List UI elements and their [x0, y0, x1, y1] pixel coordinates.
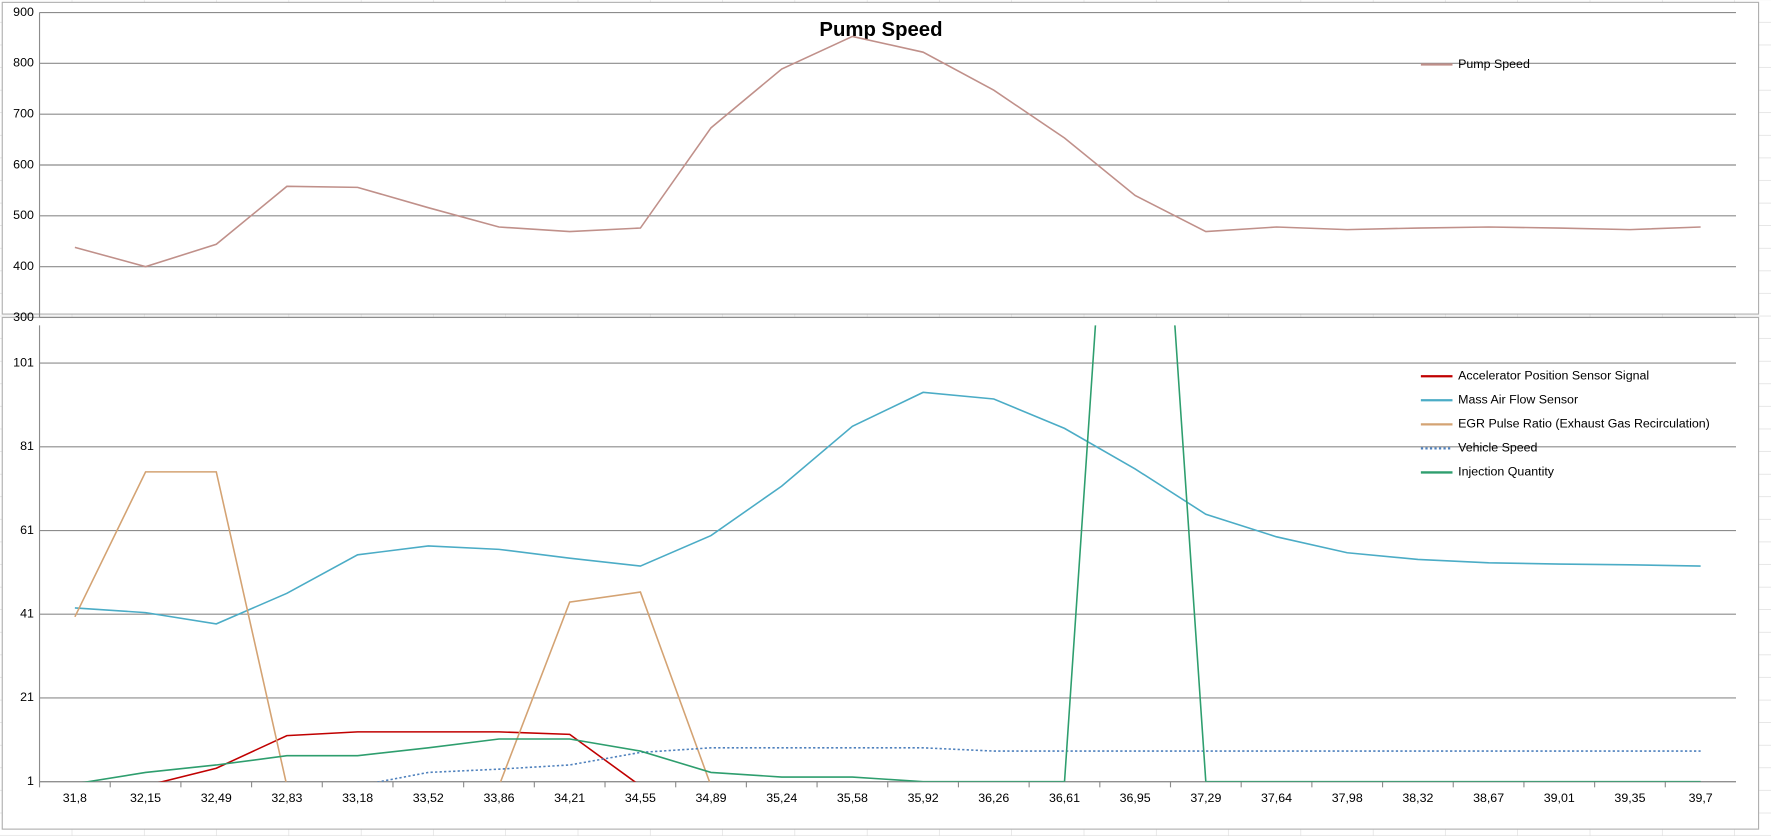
x-tick-label: 34,21	[554, 791, 585, 805]
x-tick-label: 36,95	[1120, 791, 1151, 805]
x-tick-label: 34,89	[696, 791, 727, 805]
y-tick-label: 500	[13, 208, 34, 222]
legend-label: Mass Air Flow Sensor	[1458, 393, 1578, 407]
legend-label: Accelerator Position Sensor Signal	[1458, 368, 1649, 382]
x-tick-label: 32,15	[130, 791, 161, 805]
x-tick-label: 39,7	[1689, 791, 1713, 805]
x-tick-label: 39,01	[1544, 791, 1575, 805]
x-tick-label: 32,83	[271, 791, 302, 805]
plot-area	[74, 35, 1701, 268]
y-tick-label: 41	[20, 607, 34, 621]
y-tick-label: 1	[27, 774, 34, 788]
chart-frame[interactable]	[1, 316, 1760, 830]
x-tick-label: 36,26	[978, 791, 1009, 805]
x-tick-label: 38,32	[1402, 791, 1433, 805]
chart-frame[interactable]	[1, 1, 1760, 315]
x-tick-label: 35,92	[908, 791, 939, 805]
x-tick-label: 34,55	[625, 791, 656, 805]
y-tick-label: 21	[20, 690, 34, 704]
x-tick-label: 33,86	[483, 791, 514, 805]
x-tick-label: 35,24	[766, 791, 797, 805]
legend-label: Injection Quantity	[1458, 465, 1555, 479]
y-tick-label: 81	[20, 439, 34, 453]
y-tick-label: 800	[13, 56, 34, 70]
series-line	[74, 391, 1701, 625]
y-tick-label: 400	[13, 259, 34, 273]
x-tick-label: 37,64	[1261, 791, 1292, 805]
x-tick-label: 33,52	[413, 791, 444, 805]
y-tick-label: 61	[20, 523, 34, 537]
y-tick-label: 900	[13, 5, 34, 19]
plot-area	[74, 325, 1701, 782]
legend-label: EGR Pulse Ratio (Exhaust Gas Recirculati…	[1458, 417, 1710, 431]
x-tick-label: 36,61	[1049, 791, 1080, 805]
x-tick-label: 37,98	[1332, 791, 1363, 805]
y-tick-label: 101	[13, 355, 34, 369]
x-tick-label: 33,18	[342, 791, 373, 805]
y-tick-label: 300	[13, 310, 34, 324]
series-line	[83, 325, 1701, 782]
x-tick-label: 39,35	[1614, 791, 1645, 805]
x-tick-label: 35,58	[837, 791, 868, 805]
y-tick-label: 700	[13, 106, 34, 120]
y-tick-label: 600	[13, 157, 34, 171]
x-tick-label: 38,67	[1473, 791, 1504, 805]
x-tick-label: 31,8	[63, 791, 87, 805]
chart-title: Pump Speed	[819, 19, 942, 41]
legend-label: Pump Speed	[1458, 57, 1530, 71]
series-line	[74, 35, 1701, 268]
x-tick-label: 37,29	[1190, 791, 1221, 805]
legend-label: Vehicle Speed	[1458, 441, 1537, 455]
x-tick-label: 32,49	[201, 791, 232, 805]
series-line	[159, 731, 637, 782]
